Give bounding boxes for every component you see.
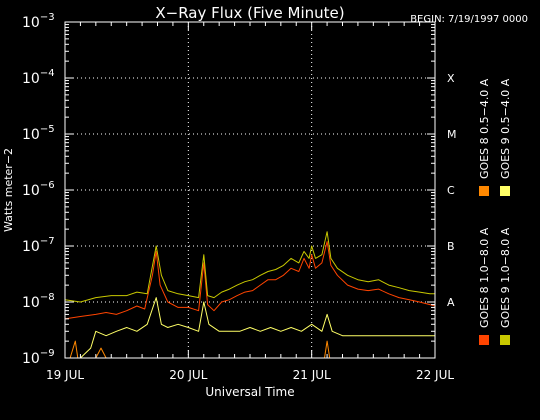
y-tick-exponent: −9 (40, 348, 55, 359)
y-axis-label: Watts meter−2 (2, 148, 15, 232)
series-line-1 (64, 241, 436, 320)
y-tick-base: 10 (22, 351, 40, 367)
y-tick-exponent: −5 (40, 124, 55, 135)
series-line-4 (65, 297, 435, 359)
y-tick-base: 10 (22, 295, 40, 311)
legend-label-2: GOES 8 0.5−4.0 A (478, 78, 491, 179)
y-tick-base: 10 (22, 71, 40, 87)
y-tick-base: 10 (22, 15, 40, 31)
y-tick-label: 10−3 (22, 12, 55, 31)
x-tick-label: 19 JUL (46, 368, 84, 382)
y-tick-exponent: −4 (40, 68, 55, 79)
legend-label-3: GOES 9 1.0−8.0 A (499, 227, 512, 328)
series-line-3 (64, 231, 435, 303)
legend-swatch-3 (500, 335, 510, 345)
y-tick-label: 10−4 (22, 68, 55, 87)
x-tick-label: 22 JUL (416, 368, 454, 382)
y-tick-base: 10 (22, 239, 40, 255)
grid-lines (65, 22, 435, 358)
class-label-x: X (447, 72, 455, 85)
y-tick-base: 10 (22, 127, 40, 143)
y-tick-exponent: −8 (40, 292, 55, 303)
class-label-a: A (447, 296, 455, 309)
legend: GOES 8 1.0−8.0 A GOES 8 0.5−4.0 A GOES 9 1… (478, 78, 512, 345)
y-tick-label: 10−7 (22, 236, 55, 255)
chart-title: X−Ray Flux (Five Minute) (155, 4, 344, 22)
legend-swatch-2 (479, 186, 489, 196)
y-tick-exponent: −6 (40, 180, 55, 191)
legend-label-1: GOES 8 1.0−8.0 A (478, 227, 491, 328)
y-tick-label: 10−8 (22, 292, 55, 311)
y-tick-exponent: −3 (40, 12, 55, 23)
class-label-b: B (447, 240, 455, 253)
begin-label: BEGIN: 7/19/1997 0000 (410, 14, 528, 25)
y-tick-label: 10−5 (22, 124, 55, 143)
y-tick-label: 10−9 (22, 348, 55, 367)
legend-swatch-4 (500, 186, 510, 196)
x-tick-label: 20 JUL (169, 368, 207, 382)
class-label-c: C (447, 184, 455, 197)
y-tick-label: 10−6 (22, 180, 55, 199)
x-tick-label: 21 JUL (293, 368, 331, 382)
y-tick-base: 10 (22, 183, 40, 199)
legend-label-4: GOES 9 0.5−4.0 A (499, 78, 512, 179)
y-tick-exponent: −7 (40, 236, 55, 247)
x-axis-label: Universal Time (205, 385, 294, 399)
legend-swatch-1 (479, 335, 489, 345)
class-label-m: M (447, 128, 457, 141)
